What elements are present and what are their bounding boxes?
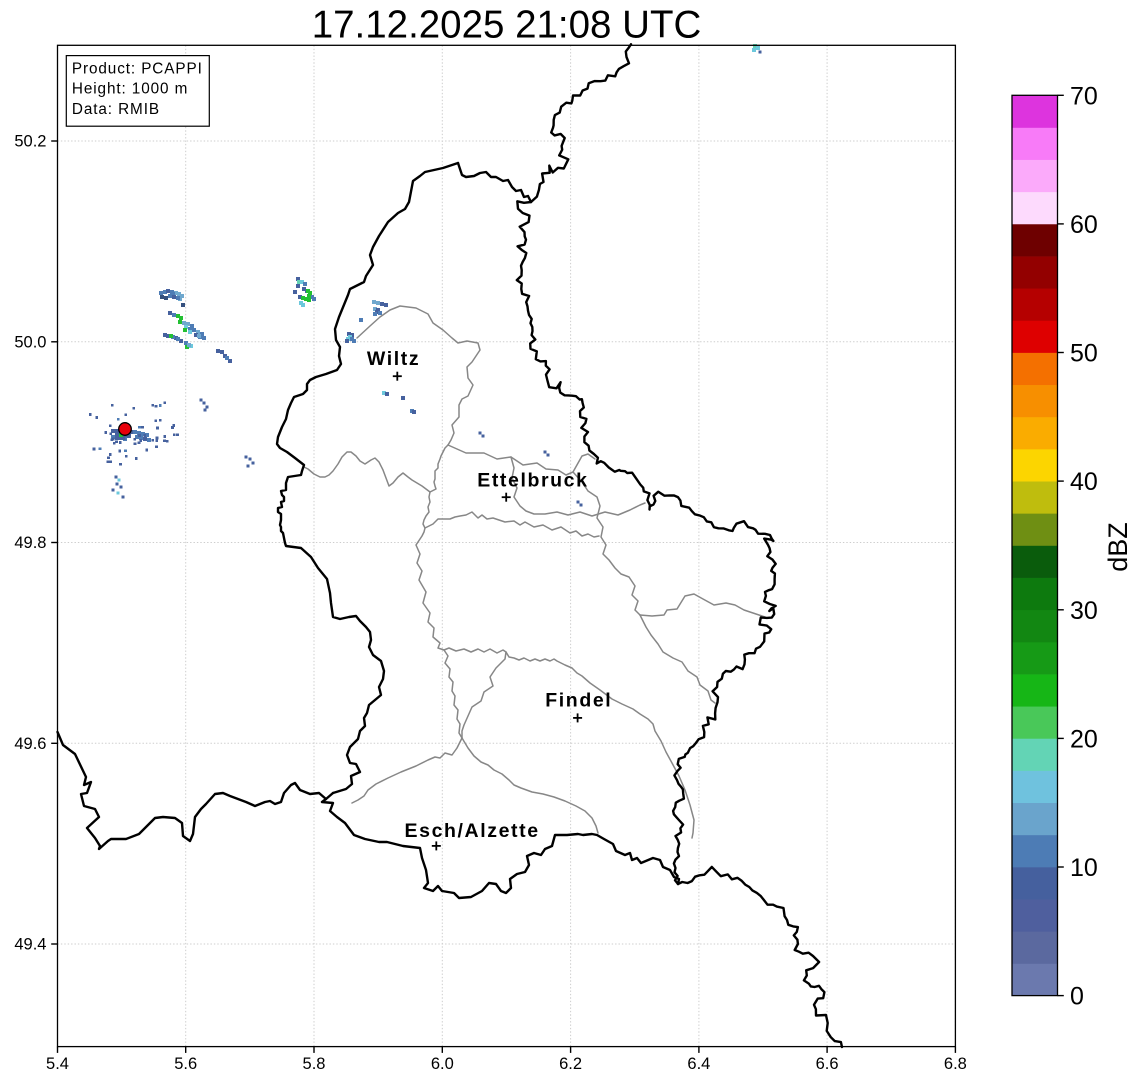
svg-text:Findel: Findel — [545, 690, 612, 712]
svg-text:49.6: 49.6 — [14, 735, 46, 753]
svg-text:50.0: 50.0 — [14, 334, 46, 352]
svg-text:6.8: 6.8 — [944, 1055, 967, 1073]
svg-text:5.8: 5.8 — [303, 1055, 326, 1073]
svg-text:Data: RMIB: Data: RMIB — [72, 101, 160, 118]
svg-text:70: 70 — [1070, 82, 1098, 110]
svg-text:6.2: 6.2 — [559, 1055, 582, 1073]
svg-text:60: 60 — [1070, 211, 1098, 239]
svg-text:49.8: 49.8 — [14, 534, 46, 552]
svg-text:5.6: 5.6 — [174, 1055, 197, 1073]
svg-text:Ettelbruck: Ettelbruck — [477, 470, 588, 492]
svg-text:0: 0 — [1070, 983, 1084, 1011]
svg-text:30: 30 — [1070, 597, 1098, 625]
svg-text:Product: PCAPPI: Product: PCAPPI — [72, 60, 203, 77]
svg-text:49.4: 49.4 — [14, 936, 46, 954]
svg-text:40: 40 — [1070, 468, 1098, 496]
svg-text:10: 10 — [1070, 854, 1098, 882]
svg-text:Height: 1000 m: Height: 1000 m — [72, 81, 188, 98]
svg-text:6.0: 6.0 — [431, 1055, 454, 1073]
svg-text:50.2: 50.2 — [14, 133, 46, 151]
svg-text:6.6: 6.6 — [816, 1055, 839, 1073]
svg-text:20: 20 — [1070, 725, 1098, 753]
svg-text:5.4: 5.4 — [46, 1055, 69, 1073]
svg-text:Esch/Alzette: Esch/Alzette — [405, 820, 540, 842]
svg-text:dBZ: dBZ — [1103, 522, 1133, 572]
svg-text:50: 50 — [1070, 340, 1098, 368]
svg-text:Wiltz: Wiltz — [367, 348, 420, 370]
svg-text:6.4: 6.4 — [687, 1055, 710, 1073]
svg-text:17.12.2025 21:08 UTC: 17.12.2025 21:08 UTC — [312, 4, 702, 47]
